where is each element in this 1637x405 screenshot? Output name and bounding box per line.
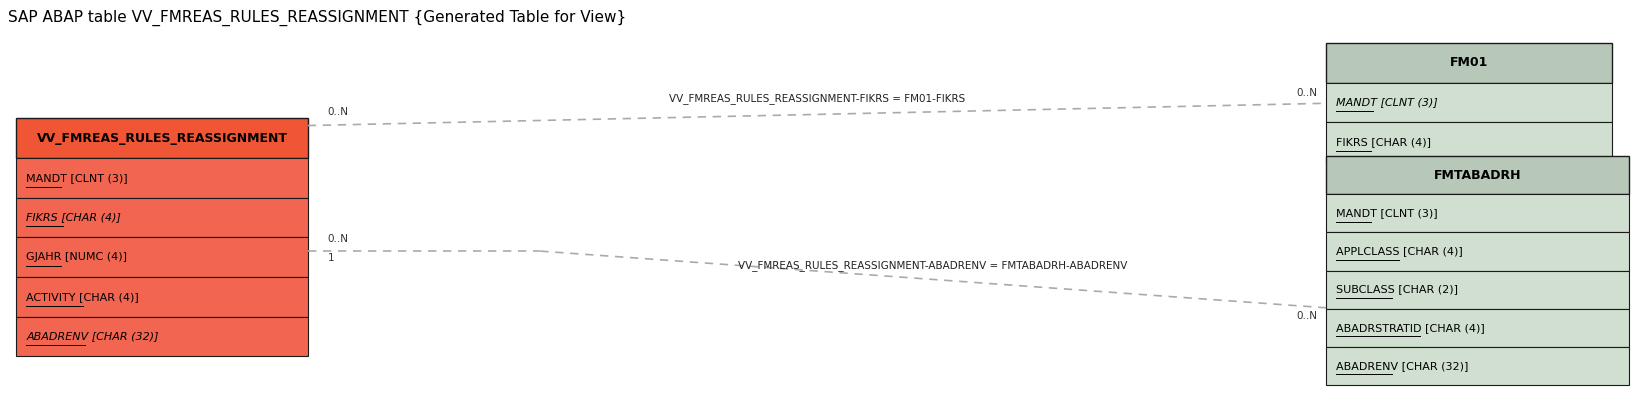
Text: MANDT [CLNT (3)]: MANDT [CLNT (3)] — [1336, 209, 1437, 218]
FancyBboxPatch shape — [1326, 83, 1612, 122]
FancyBboxPatch shape — [1326, 194, 1629, 232]
Text: ABADRSTRATID [CHAR (4)]: ABADRSTRATID [CHAR (4)] — [1336, 323, 1485, 333]
Text: FIKRS [CHAR (4)]: FIKRS [CHAR (4)] — [26, 213, 121, 222]
Text: SUBCLASS [CHAR (2)]: SUBCLASS [CHAR (2)] — [1336, 285, 1459, 294]
Text: VV_FMREAS_RULES_REASSIGNMENT-ABADRENV = FMTABADRH-ABADRENV: VV_FMREAS_RULES_REASSIGNMENT-ABADRENV = … — [738, 260, 1128, 271]
Text: 0..N: 0..N — [327, 107, 349, 117]
Text: FIKRS [CHAR (4)]: FIKRS [CHAR (4)] — [1336, 137, 1431, 147]
Text: MANDT [CLNT (3)]: MANDT [CLNT (3)] — [1336, 98, 1437, 107]
FancyBboxPatch shape — [1326, 156, 1629, 194]
Text: 1: 1 — [327, 253, 334, 263]
Text: ACTIVITY [CHAR (4)]: ACTIVITY [CHAR (4)] — [26, 292, 139, 302]
Text: GJAHR [NUMC (4)]: GJAHR [NUMC (4)] — [26, 252, 128, 262]
Text: 0..N: 0..N — [1297, 88, 1318, 98]
FancyBboxPatch shape — [1326, 271, 1629, 309]
FancyBboxPatch shape — [16, 317, 308, 356]
Text: FM01: FM01 — [1450, 56, 1488, 69]
FancyBboxPatch shape — [16, 198, 308, 237]
Text: SAP ABAP table VV_FMREAS_RULES_REASSIGNMENT {Generated Table for View}: SAP ABAP table VV_FMREAS_RULES_REASSIGNM… — [8, 10, 627, 26]
Text: ABADRENV [CHAR (32)]: ABADRENV [CHAR (32)] — [1336, 361, 1468, 371]
FancyBboxPatch shape — [16, 277, 308, 317]
FancyBboxPatch shape — [1326, 347, 1629, 385]
Text: ABADRENV [CHAR (32)]: ABADRENV [CHAR (32)] — [26, 332, 159, 341]
FancyBboxPatch shape — [1326, 309, 1629, 347]
FancyBboxPatch shape — [16, 158, 308, 198]
Text: VV_FMREAS_RULES_REASSIGNMENT-FIKRS = FM01-FIKRS: VV_FMREAS_RULES_REASSIGNMENT-FIKRS = FM0… — [670, 94, 964, 104]
FancyBboxPatch shape — [1326, 122, 1612, 162]
Text: VV_FMREAS_RULES_REASSIGNMENT: VV_FMREAS_RULES_REASSIGNMENT — [36, 132, 288, 145]
Text: 0..N: 0..N — [1297, 311, 1318, 321]
Text: FMTABADRH: FMTABADRH — [1434, 169, 1521, 182]
Text: 0..N: 0..N — [327, 234, 349, 244]
FancyBboxPatch shape — [16, 118, 308, 158]
FancyBboxPatch shape — [1326, 43, 1612, 83]
Text: APPLCLASS [CHAR (4)]: APPLCLASS [CHAR (4)] — [1336, 247, 1462, 256]
FancyBboxPatch shape — [16, 237, 308, 277]
Text: MANDT [CLNT (3)]: MANDT [CLNT (3)] — [26, 173, 128, 183]
FancyBboxPatch shape — [1326, 232, 1629, 271]
